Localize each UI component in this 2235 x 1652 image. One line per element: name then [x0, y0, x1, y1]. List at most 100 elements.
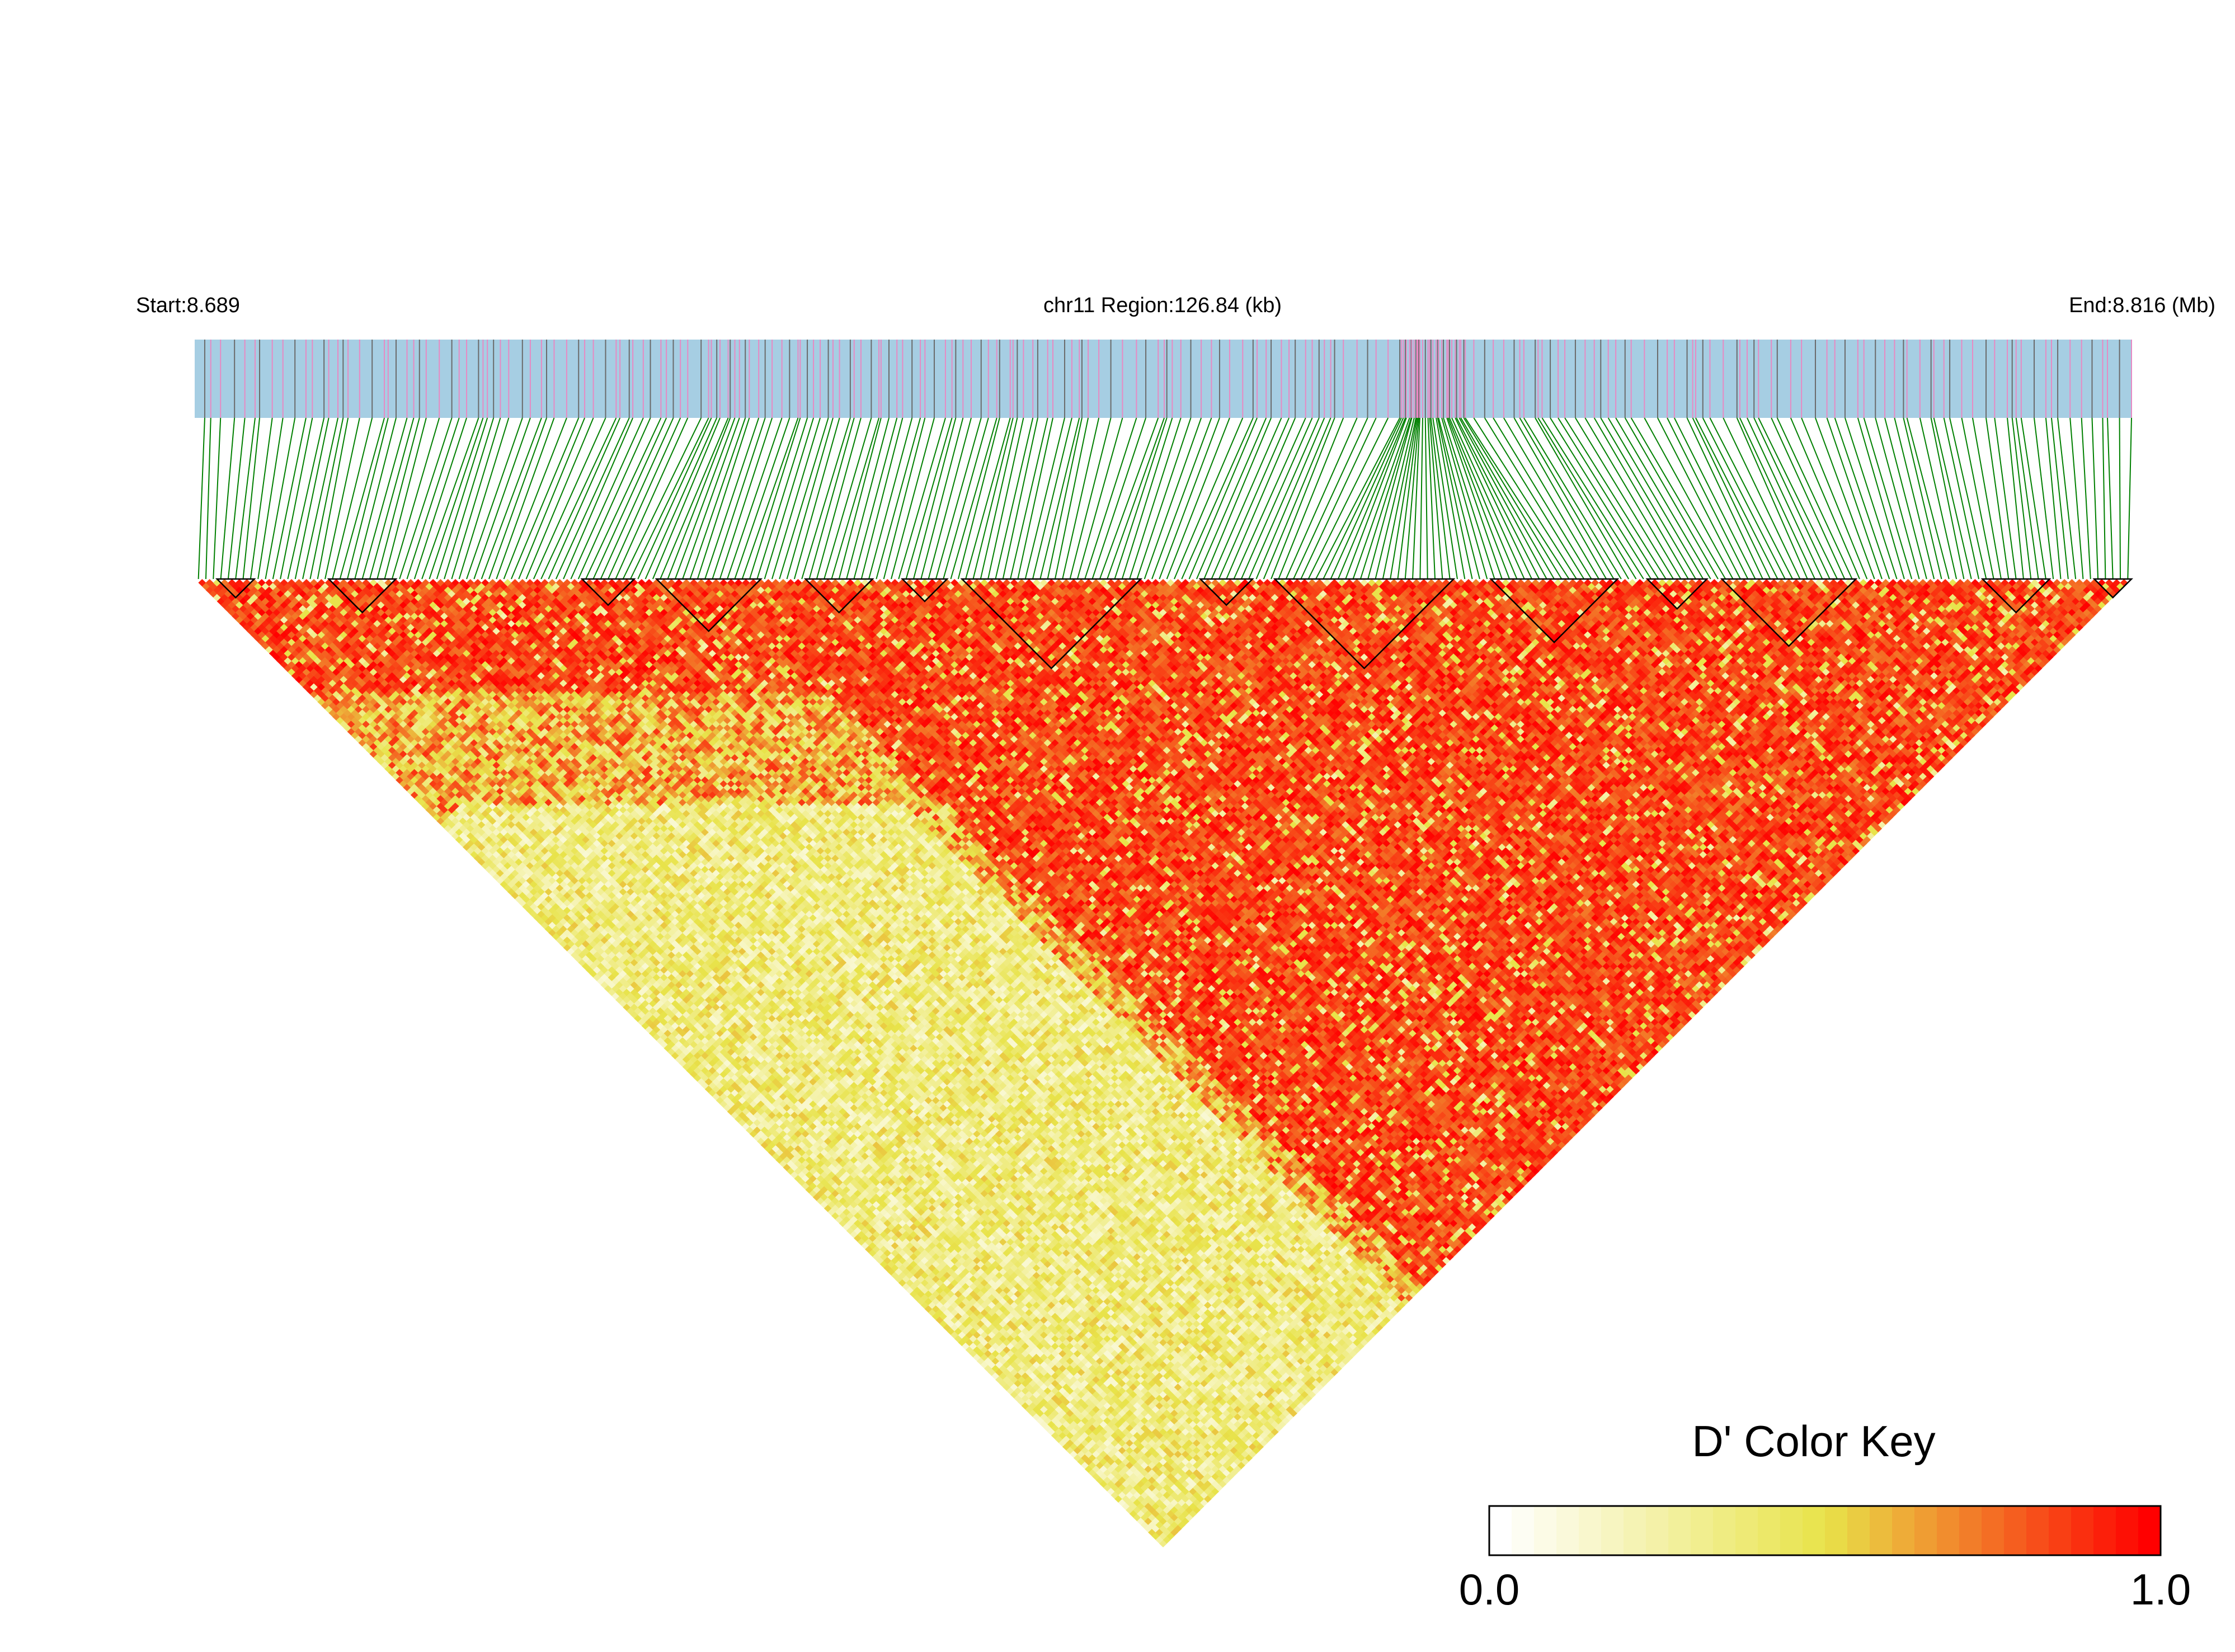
ld-cell — [935, 1316, 944, 1324]
snp-connector — [1961, 417, 1994, 580]
snp-connector — [1484, 417, 1585, 580]
snp-connector — [1753, 417, 1831, 580]
snp-connector — [324, 417, 360, 580]
snp-connector — [1359, 417, 1412, 580]
snp-connector — [1203, 417, 1272, 580]
snp-connector — [779, 417, 829, 580]
ld-cell — [369, 742, 378, 751]
snp-connector — [1032, 417, 1072, 580]
ld-cell — [388, 761, 396, 769]
snp-connector — [2081, 417, 2091, 580]
snp-connector — [592, 417, 667, 580]
snp-connector — [1002, 417, 1038, 580]
ld-cell — [515, 895, 523, 903]
snp-connector — [444, 417, 495, 580]
snp-connector — [197, 417, 205, 580]
snp-connector — [1747, 417, 1823, 580]
snp-connector — [741, 417, 799, 580]
snp-connector — [980, 417, 1018, 580]
snp-connector — [354, 417, 397, 580]
snp-connector — [600, 417, 674, 580]
ld-cell — [313, 694, 322, 702]
snp-connector — [585, 417, 662, 580]
snp-connector — [563, 417, 634, 580]
snp-connector — [1523, 417, 1622, 580]
snp-connector — [1323, 417, 1402, 580]
snp-connector — [473, 417, 531, 580]
snp-connector — [577, 417, 651, 580]
snp-connector — [1790, 417, 1860, 580]
snp-connector — [1240, 417, 1313, 580]
snp-connector — [265, 417, 296, 580]
snp-connector — [481, 417, 542, 580]
snp-connector — [2102, 417, 2106, 580]
snp-connector — [756, 417, 808, 580]
snp-connector — [1455, 417, 1533, 580]
snp-connector — [1315, 417, 1400, 580]
snp-connector — [1815, 417, 1875, 580]
snp-connector — [891, 417, 935, 580]
snp-connector — [1226, 417, 1296, 580]
snp-connector — [1271, 417, 1335, 580]
snp-connector — [1438, 417, 1480, 580]
ld-cell — [1155, 1536, 1164, 1544]
snp-connector — [1218, 417, 1290, 580]
snp-connector — [227, 417, 246, 580]
snp-connector — [1503, 417, 1599, 580]
ld-cell — [574, 955, 582, 963]
ld-cell — [410, 791, 418, 799]
snp-connector — [950, 417, 997, 580]
snp-connector — [1307, 417, 1389, 580]
ld-cell — [496, 877, 504, 884]
snp-connector — [1412, 417, 1420, 580]
snp-connector — [1875, 417, 1920, 580]
snp-connector — [272, 417, 307, 580]
snp-connector — [1430, 417, 1451, 580]
snp-connector — [1857, 417, 1905, 580]
snp-connector — [1994, 417, 2017, 580]
snp-connector — [719, 417, 773, 580]
snp-connector — [1159, 417, 1220, 580]
snp-connector — [1884, 417, 1927, 580]
snp-connector — [466, 417, 523, 580]
snp-connector — [1863, 417, 1913, 580]
ld-cell — [373, 754, 382, 762]
snp-connector — [235, 417, 256, 580]
snp-connector — [257, 417, 284, 580]
snp-connector — [1121, 417, 1173, 580]
snp-connector — [2020, 417, 2046, 580]
snp-connector — [1801, 417, 1868, 580]
snp-connector — [615, 417, 689, 580]
snp-connector — [1449, 417, 1518, 580]
snp-connector — [1255, 417, 1325, 580]
snp-connector — [793, 417, 840, 580]
ld-cell — [1159, 1540, 1167, 1547]
snp-connector — [965, 417, 1011, 580]
snp-connector — [608, 417, 681, 580]
ld-cell — [656, 1037, 665, 1045]
snp-connector — [384, 417, 427, 580]
ld-cell — [414, 795, 422, 803]
ld-cell — [775, 1156, 784, 1164]
snp-connector — [898, 417, 946, 580]
snp-connector — [816, 417, 862, 580]
snp-connector — [697, 417, 750, 580]
snp-connector — [2069, 417, 2084, 580]
ld-cell — [1151, 1532, 1160, 1540]
ld-cell — [1148, 1528, 1156, 1537]
snp-connector — [2034, 417, 2054, 580]
snp-connector — [1084, 417, 1137, 580]
snp-connector — [1382, 417, 1417, 580]
ld-cell — [317, 690, 326, 699]
snp-connector — [860, 417, 904, 580]
snp-connector — [920, 417, 964, 580]
snp-connector — [912, 417, 957, 580]
snp-connector — [1930, 417, 1965, 580]
snp-connector — [1062, 417, 1100, 580]
snp-connector — [1375, 417, 1415, 580]
snp-connector — [1537, 417, 1637, 580]
ld-cell — [310, 690, 318, 699]
ld-cell — [1018, 1398, 1025, 1406]
snp-connector — [294, 417, 330, 580]
snp-connector — [2057, 417, 2077, 580]
